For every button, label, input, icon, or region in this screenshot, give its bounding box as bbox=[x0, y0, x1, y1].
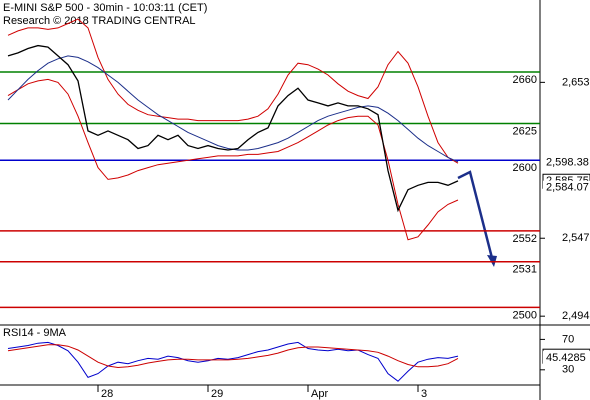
price-tag-box bbox=[543, 351, 590, 366]
rsi-title: RSI14 - 9MA bbox=[3, 327, 67, 339]
forecast-arrowhead bbox=[487, 255, 497, 267]
price-tag-label: 45.4285 bbox=[546, 352, 586, 364]
series-line bbox=[7, 18, 459, 164]
price-tag-label: 2,598.38 bbox=[546, 157, 589, 169]
price-tag-box bbox=[543, 180, 590, 195]
series-line bbox=[7, 44, 459, 213]
series-line bbox=[7, 344, 459, 369]
level-label: 2552 bbox=[513, 233, 537, 245]
x-tick-label: Apr bbox=[311, 388, 328, 400]
y-tick-label: 70 bbox=[562, 333, 574, 345]
y-tick-label: 30 bbox=[562, 364, 574, 376]
y-tick-label: 2,547 bbox=[562, 232, 590, 244]
x-tick-label: 28 bbox=[101, 388, 113, 400]
y-tick-label: 2,494 bbox=[562, 310, 590, 322]
level-label: 2625 bbox=[513, 125, 537, 137]
level-label: 2660 bbox=[513, 74, 537, 86]
y-tick-label: 2,653 bbox=[562, 76, 590, 88]
chart-title: E-MINI S&P 500 - 30min - 10:03:11 (CET) bbox=[3, 2, 207, 14]
price-tag-label: 2,584.07 bbox=[546, 182, 589, 194]
level-label: 2531 bbox=[513, 264, 537, 276]
x-tick-label: 3 bbox=[421, 388, 427, 400]
level-label: 2500 bbox=[513, 309, 537, 321]
forecast-arrow bbox=[457, 170, 494, 259]
x-tick-label: 29 bbox=[211, 388, 223, 400]
level-label: 2600 bbox=[513, 162, 537, 174]
price-tag-box bbox=[543, 155, 590, 170]
chart-subtitle: Research © 2018 TRADING CENTRAL bbox=[3, 15, 196, 27]
series-line bbox=[7, 341, 459, 382]
